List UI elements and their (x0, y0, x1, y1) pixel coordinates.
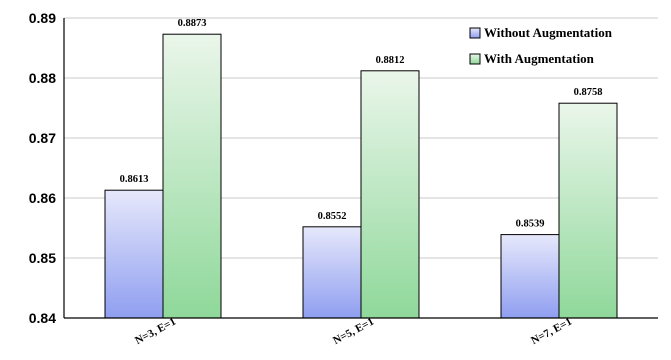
y-tick-label: 0.87 (29, 130, 56, 146)
bar-without-augmentation (302, 226, 362, 319)
legend-swatch-without-augmentation (469, 27, 481, 39)
bar-with-augmentation (162, 33, 222, 319)
y-tick-label: 0.88 (29, 70, 56, 86)
data-label: 0.8758 (574, 87, 603, 98)
data-labels: 0.8613 0.8873 0.8552 0.8812 0.8539 0.8758 (120, 18, 603, 229)
data-label: 0.8873 (178, 18, 207, 29)
category-labels: N=3, E=1 N=5, E=1 N=7, E=1 (133, 316, 574, 347)
legend-label-without-augmentation: Without Augmentation (484, 25, 613, 40)
y-tick-label: 0.89 (29, 10, 56, 26)
data-label: 0.8812 (376, 55, 405, 66)
bar-without-augmentation (500, 234, 560, 319)
y-tick-label: 0.84 (29, 310, 56, 326)
legend-swatch-with-augmentation (469, 53, 481, 65)
category-label: N=7, E=1 (529, 316, 574, 347)
y-tick-label: 0.85 (29, 250, 56, 266)
bar-with-augmentation (558, 102, 618, 319)
data-label: 0.8613 (120, 174, 149, 185)
bar-without-augmentation (104, 189, 164, 319)
axes (63, 18, 658, 319)
data-label: 0.8552 (318, 211, 347, 222)
bars (104, 33, 618, 319)
legend-label-with-augmentation: With Augmentation (484, 51, 595, 66)
y-tick-label: 0.86 (29, 190, 56, 206)
category-label: N=5, E=1 (331, 316, 376, 347)
data-label: 0.8539 (516, 219, 545, 230)
y-tick-labels: 0.84 0.85 0.86 0.87 0.88 0.89 (29, 10, 56, 326)
legend: Without Augmentation With Augmentation (469, 25, 613, 66)
bar-with-augmentation (360, 70, 420, 319)
category-label: N=3, E=1 (133, 316, 178, 347)
